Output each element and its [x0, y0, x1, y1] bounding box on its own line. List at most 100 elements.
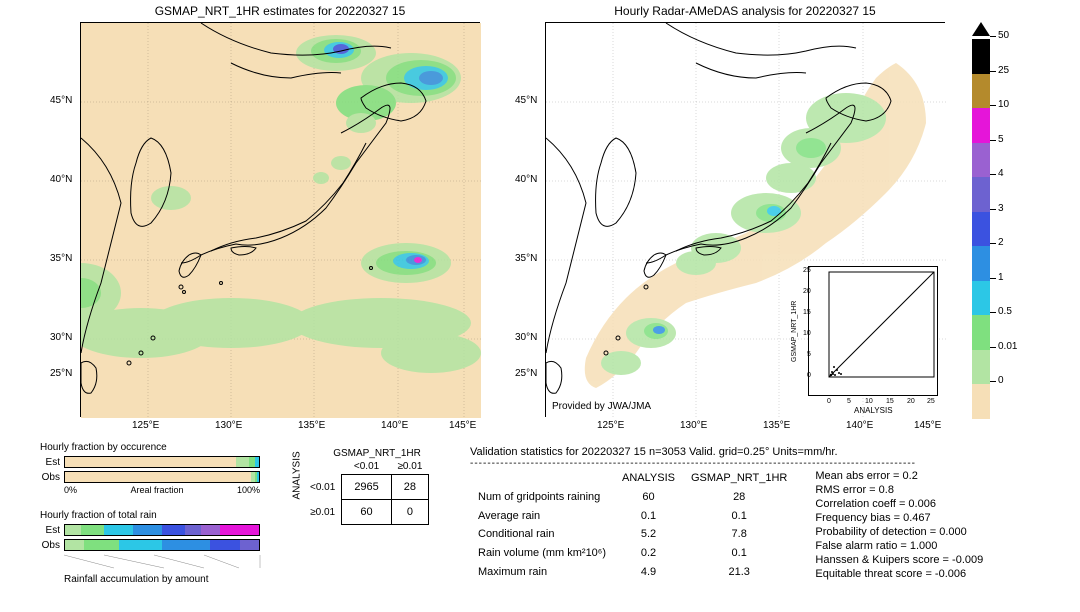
colorbar-seg-10 [972, 384, 990, 419]
left-ytick-30: 30°N [50, 332, 72, 343]
tot-bars-seg-1-2 [119, 540, 162, 550]
val-row-b-0: 28 [683, 488, 795, 507]
inset-xtick-20: 20 [907, 398, 915, 405]
occ-bars-label-1: Obs [40, 472, 64, 483]
contingency-side-label: ANALYSIS [292, 485, 303, 499]
left-map [80, 22, 480, 417]
tot-bars-seg-0-5 [185, 525, 201, 535]
tot-bars-track-0 [64, 524, 260, 536]
left-xtick-140: 140°E [381, 420, 408, 431]
val-row-a-0: 60 [614, 488, 683, 507]
occ-bars-seg-0-3 [255, 457, 259, 467]
colorbar-seg-1 [972, 74, 990, 109]
colorbar-label-0: 50 [998, 30, 1009, 41]
inset-xtick-10: 10 [865, 398, 873, 405]
contingency-block: GSMAP_NRT_1HR ANALYSIS <0.01≥0.01 <0.01 … [290, 448, 429, 525]
val-row-a-2: 5.2 [614, 525, 683, 544]
left-xtick-125: 125°E [132, 420, 159, 431]
left-xtick-135: 135°E [298, 420, 325, 431]
inset-xtick-15: 15 [886, 398, 894, 405]
colorbar-seg-2 [972, 108, 990, 143]
val-row-b-3: 0.1 [683, 544, 795, 563]
val-row-a-4: 4.9 [614, 562, 683, 581]
val-row-label-0: Num of gridpoints raining [470, 488, 614, 507]
tot-bars-seg-0-7 [220, 525, 259, 535]
inset-ytick-25: 25 [803, 267, 811, 274]
metric-0: Mean abs error = 0.2 [815, 469, 983, 483]
colorbar-label-6: 2 [998, 237, 1004, 248]
cont-cell-11: 0 [391, 500, 428, 525]
left-xtick-130: 130°E [215, 420, 242, 431]
accum-label: Rainfall accumulation by amount [64, 574, 260, 585]
metric-5: False alarm ratio = 1.000 [815, 539, 983, 553]
inset-xtick-5: 5 [847, 398, 851, 405]
occ-xlabel-right: 100% [237, 485, 260, 495]
cont-cell-01: 28 [391, 475, 428, 500]
cont-cell-10: 60 [342, 500, 391, 525]
occ-bars-track-0 [64, 456, 260, 468]
tot-bars-seg-0-1 [81, 525, 104, 535]
validation-title: Validation statistics for 20220327 15 n=… [470, 446, 1070, 458]
occurrence-title: Hourly fraction by occurence [40, 442, 260, 453]
val-row-a-3: 0.2 [614, 544, 683, 563]
totalrain-chart: Hourly fraction of total rain EstObs Rai… [40, 510, 260, 587]
occ-bars-seg-1-0 [65, 472, 251, 482]
tot-bars-seg-1-0 [65, 540, 84, 550]
colorbar-label-1: 25 [998, 65, 1009, 76]
tot-bars-seg-0-0 [65, 525, 81, 535]
right-map: Provided by JWA/JMA 25 20 15 10 5 0 0 5 … [545, 22, 945, 417]
tot-bars-seg-1-4 [210, 540, 239, 550]
metric-7: Equitable threat score = -0.006 [815, 567, 983, 581]
occ-bars-track-1 [64, 471, 260, 483]
right-xtick-130: 130°E [680, 420, 707, 431]
right-xtick-140: 140°E [846, 420, 873, 431]
right-xtick-145: 145°E [914, 420, 941, 431]
metric-2: Correlation coeff = 0.006 [815, 497, 983, 511]
cont-row-1: ≥0.01 [304, 500, 342, 525]
totalrain-title: Hourly fraction of total rain [40, 510, 260, 521]
cont-cell-00: 2965 [342, 475, 391, 500]
occurrence-chart: Hourly fraction by occurence EstObs 0% A… [40, 442, 260, 495]
val-colh-0: ANALYSIS [614, 469, 683, 488]
right-ytick-35: 35°N [515, 253, 537, 264]
right-ytick-45: 45°N [515, 95, 537, 106]
colorbar-label-3: 5 [998, 134, 1004, 145]
inset-xtick-0: 0 [827, 398, 831, 405]
inset-ytick-15: 15 [803, 309, 811, 316]
colorbar-seg-8 [972, 315, 990, 350]
inset-scatter: 25 20 15 10 5 0 0 5 10 15 20 25 ANALYSIS… [808, 266, 938, 396]
tot-bars-track-1 [64, 539, 260, 551]
colorbar-seg-3 [972, 143, 990, 178]
tot-bars-seg-1-1 [84, 540, 119, 550]
provided-label: Provided by JWA/JMA [552, 401, 651, 412]
occ-bars-label-0: Est [40, 457, 64, 468]
right-ytick-30: 30°N [515, 332, 537, 343]
occ-bars-seg-1-3 [257, 472, 259, 482]
inset-ytick-20: 20 [803, 288, 811, 295]
val-colh-1: GSMAP_NRT_1HR [683, 469, 795, 488]
validation-divider: ----------------------------------------… [470, 458, 1070, 469]
val-row-b-2: 7.8 [683, 525, 795, 544]
right-ytick-25: 25°N [515, 368, 537, 379]
colorbar-label-9: 0.01 [998, 341, 1017, 352]
val-row-label-1: Average rain [470, 506, 614, 525]
contingency-header: GSMAP_NRT_1HR [325, 448, 429, 459]
inset-ytick-5: 5 [807, 351, 811, 358]
colorbar-seg-4 [972, 177, 990, 212]
left-ytick-45: 45°N [50, 95, 72, 106]
tot-bars-seg-1-5 [240, 540, 259, 550]
colorbar-seg-5 [972, 212, 990, 247]
tot-bars-seg-0-3 [133, 525, 162, 535]
colorbar-seg-0 [972, 39, 990, 74]
colorbar-label-7: 1 [998, 272, 1004, 283]
colorbar-label-4: 4 [998, 168, 1004, 179]
left-ytick-25: 25°N [50, 368, 72, 379]
cont-col-0: <0.01 [342, 459, 391, 475]
val-row-label-2: Conditional rain [470, 525, 614, 544]
left-ytick-40: 40°N [50, 174, 72, 185]
left-xtick-145: 145°E [449, 420, 476, 431]
inset-xlabel: ANALYSIS [854, 406, 893, 415]
contingency-table: <0.01≥0.01 <0.01 2965 28 ≥0.01 60 0 [304, 459, 429, 525]
val-row-b-4: 21.3 [683, 562, 795, 581]
occ-bars-seg-0-0 [65, 457, 236, 467]
